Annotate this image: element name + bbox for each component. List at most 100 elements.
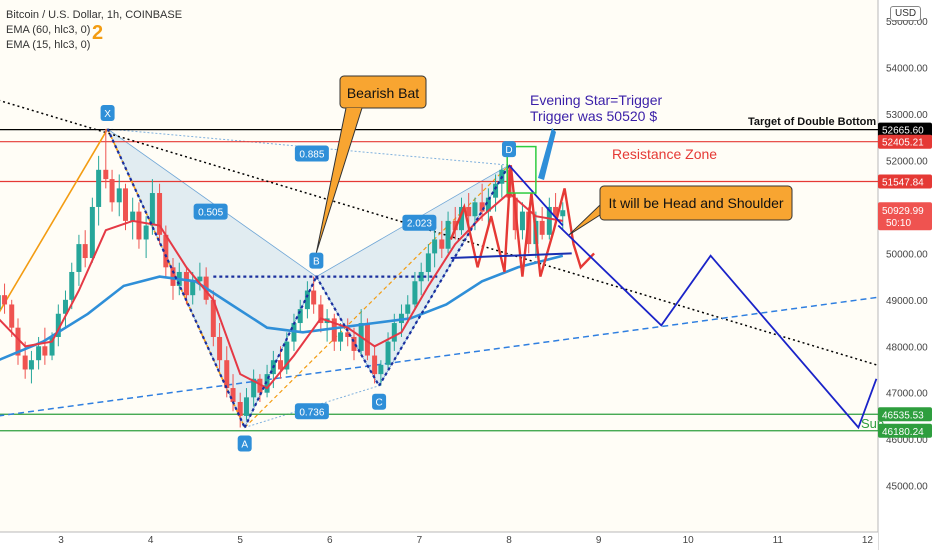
candle <box>9 299 15 337</box>
x-tick-label: 3 <box>58 535 64 546</box>
candle <box>62 290 68 328</box>
level-tag-text: 52405.21 <box>882 138 924 149</box>
candle <box>425 244 431 282</box>
bearish-bat-callout: Bearish Bat <box>315 75 427 253</box>
candle-body <box>2 295 8 305</box>
candle-body <box>251 378 257 398</box>
neckline <box>450 252 572 260</box>
pattern-leg-line <box>378 164 510 387</box>
ratio-badge <box>193 203 228 220</box>
candle <box>28 350 34 384</box>
point-badge <box>309 252 324 269</box>
candle <box>55 304 61 347</box>
y-tick-label: 45000.00 <box>886 482 928 493</box>
candle-body <box>89 206 95 259</box>
callout-pointer <box>568 203 601 236</box>
candle <box>15 318 21 365</box>
candle <box>439 220 445 259</box>
candle <box>197 262 203 291</box>
pattern-point-label: D <box>502 141 516 158</box>
candle <box>82 230 88 268</box>
y-tick-label: 48000.00 <box>886 342 928 353</box>
candle <box>297 299 303 333</box>
x-tick-label: 6 <box>327 535 333 546</box>
ratio-label: 0.736 <box>294 403 329 420</box>
ema-slow-line <box>0 254 564 361</box>
point-badge-text: C <box>375 398 382 409</box>
candle-body <box>217 336 223 361</box>
evening-star-arrow <box>538 128 556 180</box>
bearish-bat-text: Bearish Bat <box>347 85 419 101</box>
candle-body <box>331 318 337 342</box>
x-tick-label: 7 <box>417 535 423 546</box>
candle <box>89 197 95 263</box>
evening-star-box <box>506 145 537 194</box>
chart-legend: Bitcoin / U.S. Dollar, 1h, COINBASE EMA … <box>6 8 182 53</box>
head-shoulder-callout: It will be Head and Shoulder <box>568 185 793 236</box>
candle-body <box>432 239 438 254</box>
candle <box>69 262 75 310</box>
candle-body <box>109 179 115 203</box>
level-tag-bg <box>878 423 932 438</box>
candle <box>257 374 263 402</box>
candle <box>539 206 545 240</box>
support-text: Sup <box>861 416 884 431</box>
candle-body <box>553 206 559 217</box>
candle <box>243 388 249 421</box>
level-price-tag: 46180.24 <box>878 423 932 438</box>
level-price-tag: 51547.84 <box>878 174 932 189</box>
pattern-xab-triangle <box>106 127 317 429</box>
candle-body <box>264 374 270 393</box>
candle <box>217 323 223 370</box>
level-tag-bg <box>878 407 932 422</box>
candle-body <box>55 313 61 337</box>
time-axis-panel <box>0 532 878 550</box>
candle-body <box>519 211 525 231</box>
candle-body <box>230 388 236 402</box>
currency-badge[interactable]: USD <box>890 6 922 21</box>
candle-body <box>197 276 203 282</box>
level-tag-text: 52665.60 <box>882 126 924 137</box>
candle <box>324 309 330 342</box>
candle <box>485 188 491 226</box>
indicator-count-badge[interactable]: 2 <box>92 22 104 44</box>
candle-body <box>385 341 391 365</box>
candle-body <box>412 281 418 305</box>
candle-body <box>149 193 155 226</box>
candle-body <box>338 332 344 342</box>
candle <box>412 271 418 310</box>
candle <box>499 165 505 198</box>
x-tick-label: 10 <box>683 535 695 546</box>
candle-body <box>243 397 249 416</box>
candle <box>109 169 115 212</box>
candle <box>96 155 102 226</box>
candle-body <box>130 211 136 221</box>
last-price-bg <box>878 202 932 231</box>
level-tag-text: 46535.53 <box>882 410 924 421</box>
y-tick-label: 52000.00 <box>886 157 928 168</box>
candle <box>452 206 458 240</box>
pattern-point-label: B <box>309 252 324 269</box>
candle-body <box>364 323 370 356</box>
candle-body <box>439 239 445 249</box>
candle <box>42 327 48 365</box>
ascending-trendline <box>0 296 877 417</box>
level-price-tag: 46535.53 <box>878 407 932 422</box>
candle <box>103 128 109 189</box>
candle-body <box>278 360 284 370</box>
x-tick-label: 4 <box>148 535 154 546</box>
callout-bg <box>599 185 793 221</box>
candle-body <box>493 183 499 198</box>
y-tick-label: 47000.00 <box>886 389 928 400</box>
candle-body <box>472 202 478 217</box>
callout-pointer-outline <box>315 107 363 253</box>
y-tick-label: 50000.00 <box>886 249 928 260</box>
head-and-shoulders-sketch <box>449 165 595 277</box>
candle-body <box>136 211 142 240</box>
candle-body <box>546 206 552 235</box>
candle-body <box>143 225 149 240</box>
y-tick-label: 54000.00 <box>886 64 928 75</box>
candle <box>136 202 142 249</box>
